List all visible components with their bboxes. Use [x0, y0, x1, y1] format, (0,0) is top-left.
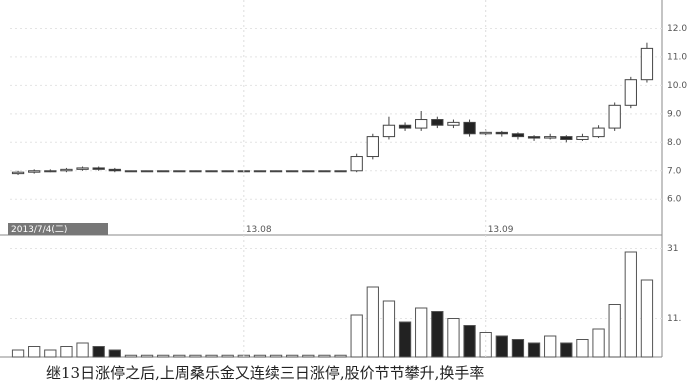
y-tick-label: 6.0 [667, 195, 682, 205]
candle-body [173, 170, 186, 173]
y-tick-label: 10.0 [667, 81, 687, 91]
candle-body [495, 131, 508, 135]
volume-bar [189, 354, 202, 358]
candle-body [44, 170, 57, 173]
candle-body [640, 47, 654, 81]
x-tick-label: 13.09 [488, 225, 514, 235]
candle-body [124, 170, 138, 173]
y-tick-label: 11.0 [667, 52, 687, 62]
candle-body [318, 170, 331, 173]
candle-body [511, 133, 525, 138]
candle-body [398, 124, 412, 129]
y-tick-label: 11. [667, 314, 681, 324]
candle-body [108, 168, 121, 172]
candle-body [60, 168, 73, 172]
volume-bar [221, 354, 234, 358]
y-tick-label: 12.0 [667, 24, 687, 34]
candle-body [189, 170, 202, 173]
candle-body [269, 170, 283, 173]
volume-bar [382, 300, 396, 358]
volume-bar [447, 318, 460, 358]
y-tick-label: 8.0 [667, 138, 682, 148]
candle-body [415, 119, 428, 129]
candle-body [431, 119, 444, 126]
volume-bar [157, 354, 170, 358]
chart: 2013/7/4(二) 12.0 11.0 10.0 9.0 8.0 7.0 6.0 31 11… [0, 0, 693, 360]
y-tick-label: 7.0 [667, 166, 682, 176]
candle-body [334, 170, 347, 173]
volume-bar [366, 286, 379, 358]
cursor-box [8, 223, 108, 235]
volume-bar [398, 321, 412, 358]
volume-bar [60, 346, 73, 358]
candle-body [560, 136, 573, 140]
volume-bar [76, 342, 89, 358]
volume-bar [527, 342, 541, 358]
volume-bar [173, 354, 186, 358]
volume-bar [253, 354, 267, 358]
volume-bar [608, 304, 621, 358]
volume-bar [463, 325, 476, 358]
volume-bar [511, 339, 525, 358]
candle-body [447, 121, 460, 126]
volume-bar [302, 354, 315, 358]
candle-body [28, 170, 41, 173]
volume-bar [334, 354, 347, 358]
y-tick-label: 9.0 [667, 109, 682, 119]
candle-body [366, 136, 379, 158]
volume-bar [415, 307, 428, 358]
volume-bar [350, 314, 363, 358]
candle-body [382, 124, 396, 138]
candle-body [221, 170, 234, 173]
volume-bar [92, 346, 105, 358]
candle-body [253, 170, 267, 173]
candle-body [157, 170, 170, 173]
volume-bar [124, 354, 138, 358]
candle-body [286, 170, 299, 173]
candle-body [608, 104, 621, 129]
volume-bar [318, 354, 331, 358]
volume-bar [431, 311, 444, 358]
volume-bar [286, 354, 299, 358]
volume-bar [140, 354, 154, 358]
volume-bar [44, 349, 57, 358]
candle-body [302, 170, 315, 173]
volume-bar [205, 354, 218, 358]
volume-bar [28, 346, 41, 358]
caption: 继13日涨停之后,上周桑乐金又连续三日涨停,股价节节攀升,换手率 [46, 364, 485, 382]
x-tick-label: 13.08 [246, 225, 272, 235]
candle-body [479, 131, 492, 135]
candle-body [92, 167, 105, 170]
volume-bar [269, 354, 283, 358]
volume-bar [560, 342, 573, 358]
candle-body [544, 136, 557, 139]
candle-body [463, 121, 476, 135]
candle-body [350, 156, 363, 172]
volume-bar [624, 251, 637, 358]
y-tick-label: 31 [667, 244, 678, 254]
volume-bar [544, 335, 557, 358]
cursor-label: 2013/7/4(二) [11, 225, 67, 235]
candle-body [624, 79, 637, 106]
candle-body [527, 136, 541, 139]
candle-body [592, 127, 605, 138]
candle-body [11, 171, 25, 175]
candle-body [140, 170, 154, 173]
background [0, 0, 693, 360]
volume-bar [11, 349, 25, 358]
volume-bar [108, 349, 121, 358]
candle-body [76, 167, 89, 170]
volume-bar [495, 335, 508, 358]
candle-body [205, 170, 218, 173]
candle-body [576, 136, 589, 140]
volume-bar [576, 339, 589, 358]
volume-bar [640, 279, 654, 358]
volume-bar [592, 328, 605, 358]
